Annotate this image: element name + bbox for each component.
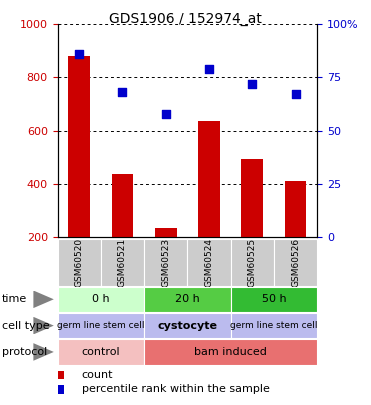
Text: germ line stem cell: germ line stem cell (230, 321, 318, 330)
Text: 0 h: 0 h (92, 294, 109, 304)
Polygon shape (33, 290, 54, 308)
Text: 50 h: 50 h (262, 294, 286, 304)
Bar (231, 287, 317, 312)
Bar (198, 122, 220, 237)
Bar (231, 239, 274, 286)
Bar (112, 175, 133, 237)
Text: time: time (2, 294, 27, 304)
Bar (144, 239, 187, 286)
Bar (144, 339, 317, 364)
Point (293, 91, 299, 98)
Polygon shape (33, 317, 54, 335)
Text: GSM60526: GSM60526 (291, 238, 300, 287)
Bar (58, 287, 144, 312)
Text: GSM60524: GSM60524 (204, 238, 213, 287)
Point (206, 66, 212, 72)
Text: cystocyte: cystocyte (157, 321, 217, 330)
Text: protocol: protocol (2, 347, 47, 357)
Text: GSM60520: GSM60520 (75, 238, 83, 287)
Text: GSM60523: GSM60523 (161, 238, 170, 287)
Text: control: control (82, 347, 120, 357)
Text: 20 h: 20 h (175, 294, 200, 304)
Point (249, 81, 255, 87)
Bar (231, 313, 317, 338)
Bar (144, 287, 231, 312)
Text: GSM60521: GSM60521 (118, 238, 127, 287)
Bar (101, 239, 144, 286)
Text: count: count (82, 370, 113, 380)
Text: percentile rank within the sample: percentile rank within the sample (82, 384, 269, 394)
Bar (58, 339, 144, 364)
Text: cell type: cell type (2, 321, 49, 330)
Bar (285, 181, 306, 237)
Point (163, 110, 169, 117)
Point (119, 89, 125, 96)
Bar (58, 313, 144, 338)
Bar (155, 228, 177, 237)
Bar (68, 56, 90, 237)
Bar (187, 239, 231, 286)
Bar (242, 158, 263, 237)
Bar (58, 239, 101, 286)
Bar (274, 239, 317, 286)
Point (76, 51, 82, 57)
Polygon shape (33, 343, 54, 361)
Text: GDS1906 / 152974_at: GDS1906 / 152974_at (109, 12, 262, 26)
Text: germ line stem cell: germ line stem cell (57, 321, 145, 330)
Text: bam induced: bam induced (194, 347, 267, 357)
Text: GSM60525: GSM60525 (248, 238, 257, 287)
Bar (144, 313, 231, 338)
